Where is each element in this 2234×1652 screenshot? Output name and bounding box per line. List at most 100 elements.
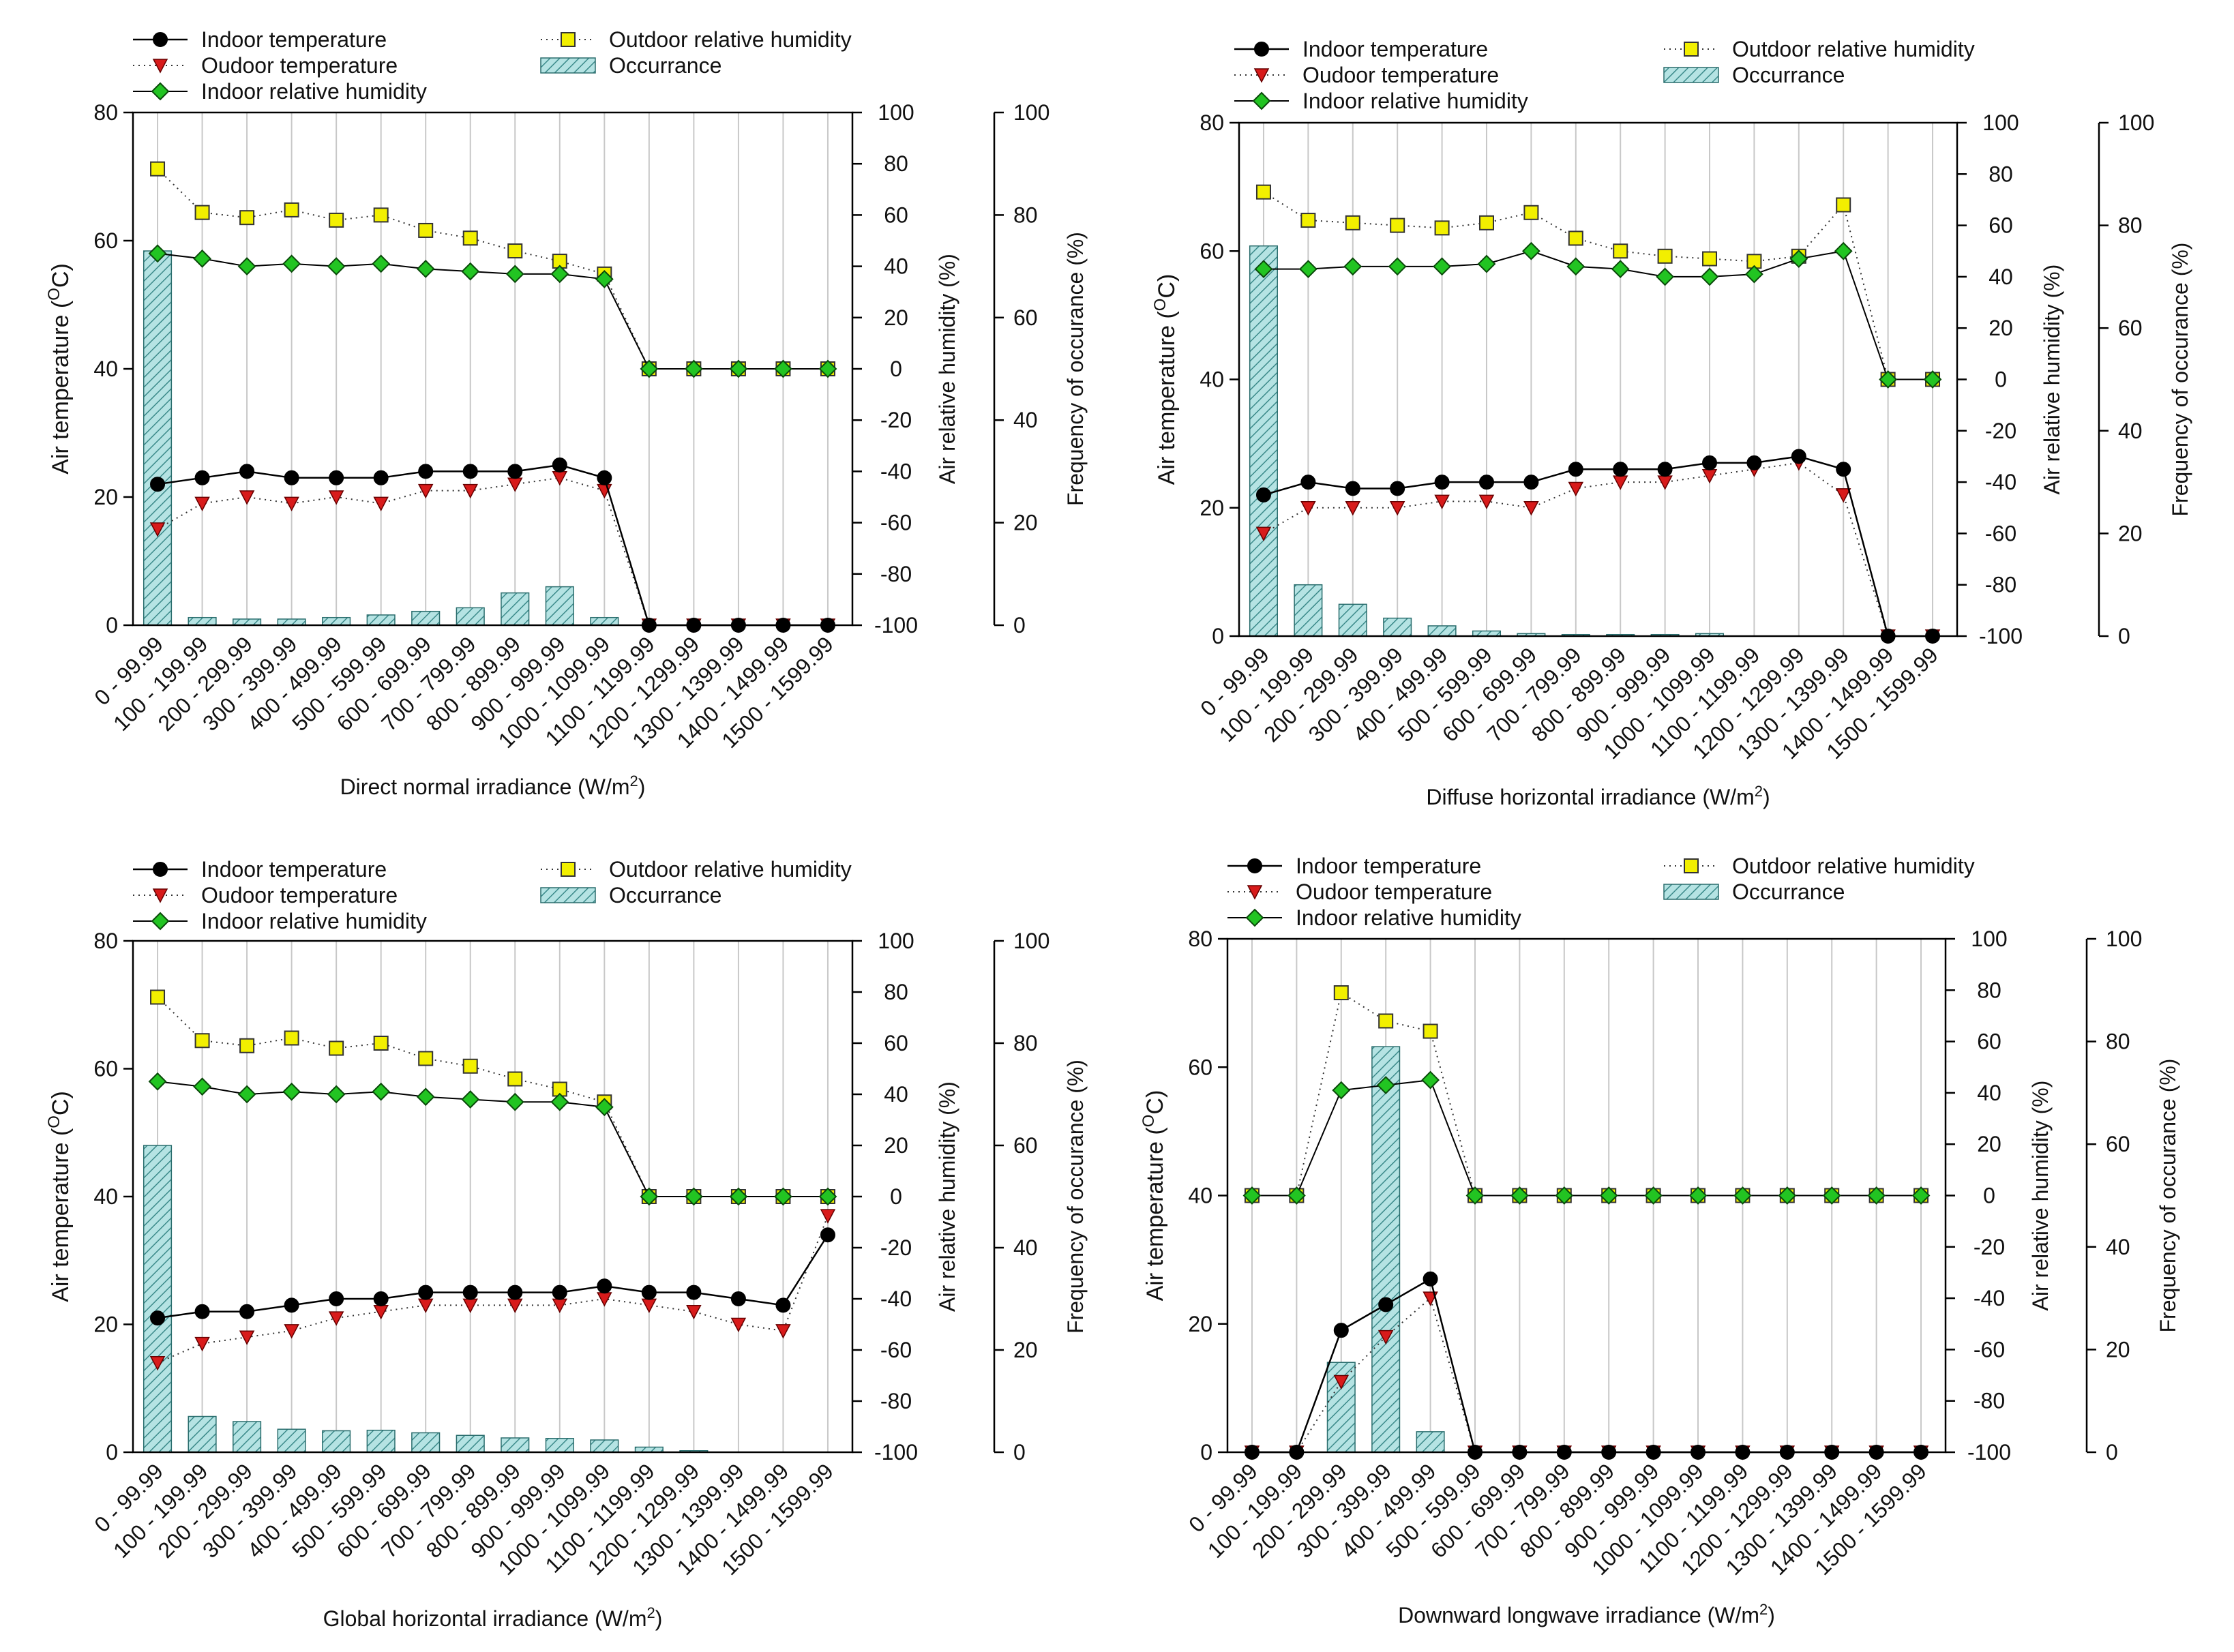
outdoor-rh-point: [1255, 184, 1271, 200]
legend-label-outdoor-rh: Outdoor relative humidity: [609, 857, 852, 882]
occurrence-bar: [188, 1415, 217, 1453]
rh-tick-label: -40: [880, 459, 912, 483]
rh-tick-label: 40: [884, 1082, 908, 1107]
rh-tick-label: -40: [880, 1287, 912, 1311]
outdoor-temp-point: [1523, 501, 1539, 516]
occurrence-bar: [366, 614, 396, 626]
freq-tick-label: 80: [2106, 1030, 2130, 1054]
rh-tick-label: 80: [884, 980, 908, 1004]
legend-label-indoor-rh: Indoor relative humidity: [1296, 905, 1521, 930]
outdoor-rh-point: [1345, 215, 1360, 230]
outdoor-rh-point: [1657, 248, 1673, 264]
legend-marker-icon: [1252, 91, 1271, 110]
indoor-rh-point: [1433, 257, 1452, 276]
occurrence-bar: [1294, 584, 1323, 637]
occurrence-bar: [501, 592, 530, 626]
indoor-rh-point: [595, 1098, 614, 1117]
freq-tick-label: 40: [2118, 419, 2143, 443]
freq-tick-label: 20: [2118, 521, 2143, 545]
rh-tick-label: 100: [1982, 110, 2019, 135]
legend-label-outdoor-rh: Outdoor relative humidity: [1732, 854, 1975, 878]
temp-tick-label: 40: [93, 1184, 118, 1209]
indoor-temp-point: [1657, 462, 1673, 477]
legend-swatch-occurrence: [1663, 67, 1719, 83]
outdoor-temp-point: [462, 483, 478, 499]
legend-marker-icon: [1684, 858, 1699, 873]
freq-tick-label: 40: [2106, 1235, 2130, 1259]
indoor-temp-point: [462, 1285, 478, 1300]
legend-marker-icon: [151, 82, 170, 101]
indoor-temp-point: [1345, 481, 1360, 496]
freq-tick-label: 100: [1013, 929, 1049, 953]
indoor-temp-point: [462, 464, 478, 479]
outdoor-temp-line: [157, 1215, 829, 1364]
legend-label-occurrence: Occurrance: [1732, 63, 1845, 87]
outdoor-rh-point: [1702, 251, 1718, 267]
rh-tick-label: -100: [1967, 1440, 2011, 1465]
temp-tick-label: 40: [93, 357, 118, 381]
legend-marker-icon: [1254, 42, 1269, 57]
outdoor-rh-point: [1378, 1013, 1394, 1029]
occurrence-bar: [143, 1145, 173, 1453]
legend-marker-icon: [151, 912, 170, 931]
legend-label-indoor-temp: Indoor temperature: [201, 857, 387, 882]
legend-swatch-outdoor-temp: [133, 888, 188, 903]
outdoor-rh-line: [157, 168, 828, 370]
indoor-rh-point: [1376, 1076, 1395, 1095]
legend-label-occurrence: Occurrance: [609, 53, 721, 78]
indoor-rh-point: [1287, 1186, 1306, 1205]
legend-label-indoor-temp: Indoor temperature: [1302, 37, 1488, 61]
occurrence-bar: [456, 607, 485, 626]
freq-tick-label: 80: [1013, 202, 1038, 227]
occurrence-bar: [545, 586, 574, 626]
temp-tick-label: 40: [1188, 1184, 1212, 1208]
rh-tick-label: -60: [880, 511, 912, 535]
outdoor-temp-point: [641, 1298, 657, 1313]
indoor-temp-point: [1746, 455, 1762, 470]
indoor-rh-point: [1611, 260, 1630, 279]
legend-marker-icon: [1247, 858, 1262, 873]
indoor-temp-point: [552, 457, 567, 472]
legend-swatch-indoor-temp: [1234, 42, 1289, 57]
indoor-rh-point: [1923, 370, 1942, 389]
indoor-rh-point: [1298, 260, 1317, 279]
occurrence-bar: [590, 616, 619, 626]
outdoor-temp-point: [149, 522, 166, 537]
indoor-rh-point: [1733, 1186, 1752, 1205]
indoor-temp-point: [1434, 475, 1450, 490]
outdoor-rh-point: [462, 1058, 478, 1074]
indoor-rh-point: [1656, 267, 1675, 286]
indoor-rh-point: [550, 265, 569, 284]
legend-label-outdoor-temp: Oudoor temperature: [201, 53, 398, 78]
rh-tick-label: 0: [1995, 367, 2007, 392]
indoor-temp-point: [507, 1285, 523, 1300]
outdoor-temp-point: [284, 496, 299, 512]
occurrence-bar: [233, 1421, 262, 1453]
indoor-rh-point: [505, 265, 524, 284]
indoor-temp-point: [597, 1278, 612, 1294]
outdoor-rh-point: [373, 207, 389, 223]
chart-panel-downward-longwave: 0 20 40 60 80 -100 -80 -60 -40 -20 0 20 40 60 80 100 0 20…: [1140, 854, 2181, 1627]
outdoor-temp-point: [462, 1298, 478, 1313]
outdoor-temp-point: [730, 1317, 747, 1333]
rh-tick-label: 100: [878, 100, 914, 125]
indoor-rh-point: [818, 1187, 837, 1206]
indoor-rh-point: [1911, 1186, 1931, 1205]
outdoor-rh-point: [329, 212, 344, 228]
outdoor-rh-point: [1836, 197, 1851, 213]
outdoor-rh-point: [239, 210, 255, 226]
indoor-rh-point: [327, 257, 346, 276]
legend-label-indoor-rh: Indoor relative humidity: [201, 909, 427, 933]
outdoor-rh-point: [284, 202, 299, 217]
indoor-temp-point: [552, 1285, 567, 1300]
indoor-rh-point: [282, 254, 301, 273]
rh-tick-label: 80: [1977, 978, 2001, 1002]
indoor-rh-point: [1566, 257, 1585, 276]
occurrence-bar: [1427, 625, 1457, 637]
legend-swatch-occurrence: [1663, 884, 1719, 900]
outdoor-temp-point: [194, 496, 210, 512]
occurrence-bar: [322, 616, 351, 626]
outdoor-rh-point: [1613, 243, 1628, 259]
indoor-rh-line: [157, 252, 828, 370]
